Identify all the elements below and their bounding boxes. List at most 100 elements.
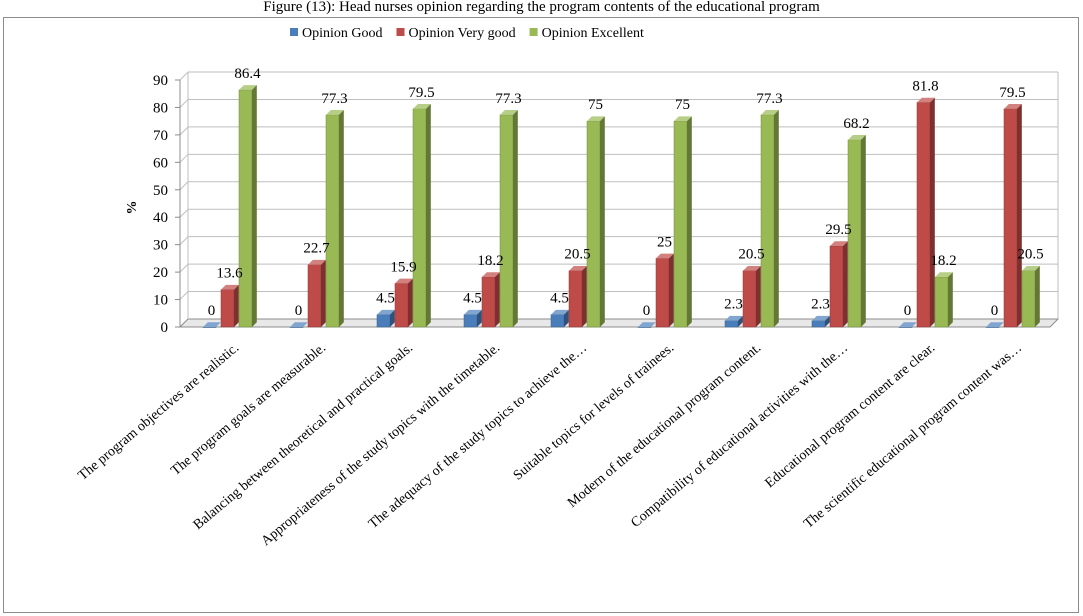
- bar-front: [289, 326, 304, 328]
- bars: [202, 85, 1040, 328]
- data-label: 68.2: [843, 116, 869, 132]
- bar-top: [830, 241, 848, 247]
- bar: [742, 265, 761, 328]
- y-tick-label: 20: [153, 265, 168, 281]
- bar-front: [829, 245, 844, 328]
- bar-side: [600, 116, 605, 327]
- bar-front: [481, 276, 496, 328]
- y-tick-label: 0: [161, 320, 169, 336]
- bar-top: [239, 85, 257, 90]
- legend: Opinion Good Opinion Very good Opinion Exc…: [290, 26, 644, 41]
- bar-front: [811, 320, 826, 328]
- bar-side: [234, 284, 239, 327]
- bar: [481, 272, 500, 328]
- y-tick-label: 40: [153, 210, 168, 226]
- data-label: 86.4: [234, 66, 261, 82]
- legend-label: Opinion Good: [302, 26, 383, 41]
- data-label: 77.3: [756, 91, 782, 107]
- bar: [829, 241, 848, 328]
- x-tick-label: Modern of the educational program conten…: [565, 341, 764, 511]
- data-label: 18.2: [930, 253, 956, 269]
- bar-side: [564, 309, 569, 327]
- legend-swatch: [290, 28, 298, 36]
- bar: [724, 315, 743, 328]
- bar-side: [687, 116, 692, 327]
- bar: [811, 315, 830, 328]
- data-label: 0: [208, 303, 216, 319]
- bar: [289, 322, 308, 328]
- bar-front: [586, 120, 601, 328]
- bar: [412, 104, 431, 328]
- bar-side: [669, 253, 674, 327]
- bar: [376, 309, 395, 328]
- bar-front: [307, 264, 322, 328]
- bar-front: [985, 326, 1000, 328]
- bar-top: [638, 322, 656, 327]
- bar-front: [898, 326, 913, 328]
- bar-front: [1021, 270, 1036, 328]
- bar-front: [1003, 108, 1018, 328]
- data-label: 2.3: [811, 297, 830, 313]
- y-axis-label: %: [125, 201, 140, 215]
- bar-front: [724, 320, 739, 328]
- data-label: 29.5: [825, 222, 851, 238]
- bar-side: [513, 110, 518, 327]
- bar-top: [935, 272, 953, 278]
- bar-top: [377, 309, 395, 315]
- bar: [760, 110, 779, 328]
- bar-front: [916, 102, 931, 328]
- data-label: 4.5: [376, 291, 395, 307]
- bar-front: [463, 314, 478, 328]
- y-tick-label: 90: [153, 73, 168, 89]
- bar: [394, 278, 413, 328]
- bar-top: [464, 309, 482, 315]
- figure-caption: Figure (13): Head nurses opinion regardi…: [263, 0, 820, 15]
- bar-top: [290, 322, 308, 327]
- legend-item: Opinion Very good: [396, 26, 516, 41]
- data-label: 15.9: [390, 259, 416, 275]
- bar: [985, 322, 1004, 328]
- bar-top: [413, 104, 431, 109]
- x-tick-label: Suitable topics for levels of trainees.: [511, 341, 677, 484]
- bar: [202, 322, 221, 328]
- data-label: 81.8: [912, 79, 938, 95]
- bar-top: [812, 315, 830, 321]
- data-label: 20.5: [738, 247, 764, 263]
- bar-side: [495, 272, 500, 327]
- bar-side: [477, 309, 482, 327]
- bar: [673, 116, 692, 328]
- bar: [238, 85, 257, 328]
- y-tick-label: 80: [153, 100, 168, 116]
- data-label: 0: [904, 303, 912, 319]
- bar-front: [760, 114, 775, 328]
- bar: [220, 284, 239, 328]
- bar-side: [774, 110, 779, 327]
- bar-top: [569, 265, 587, 271]
- bar-front: [742, 270, 757, 328]
- bar: [325, 110, 344, 328]
- bar-top: [986, 322, 1004, 327]
- bar-side: [861, 135, 866, 327]
- data-label: 4.5: [463, 291, 482, 307]
- data-label: 0: [295, 303, 303, 319]
- bar: [934, 272, 953, 328]
- bar-top: [395, 278, 413, 284]
- bar: [916, 97, 935, 328]
- bar-top: [551, 309, 569, 315]
- bar-side: [948, 272, 953, 327]
- bar-side: [738, 315, 743, 327]
- bar: [898, 322, 917, 328]
- bar-top: [761, 110, 779, 115]
- y-tick-label: 30: [153, 238, 168, 254]
- data-label: 75: [675, 97, 690, 113]
- bar-top: [725, 315, 743, 321]
- data-label: 79.5: [999, 85, 1025, 101]
- bar-top: [1004, 104, 1022, 109]
- bar-side: [408, 278, 413, 327]
- legend-item: Opinion Good: [290, 26, 383, 41]
- bar: [307, 259, 326, 328]
- bar-side: [426, 104, 431, 328]
- bar-top: [656, 253, 674, 259]
- data-labels: 0 13.6 86.4 0 22.7 77.3 4.5 15.9 79.5 4.5 18.2 77.3…: [208, 66, 1044, 319]
- bar-top: [482, 272, 500, 278]
